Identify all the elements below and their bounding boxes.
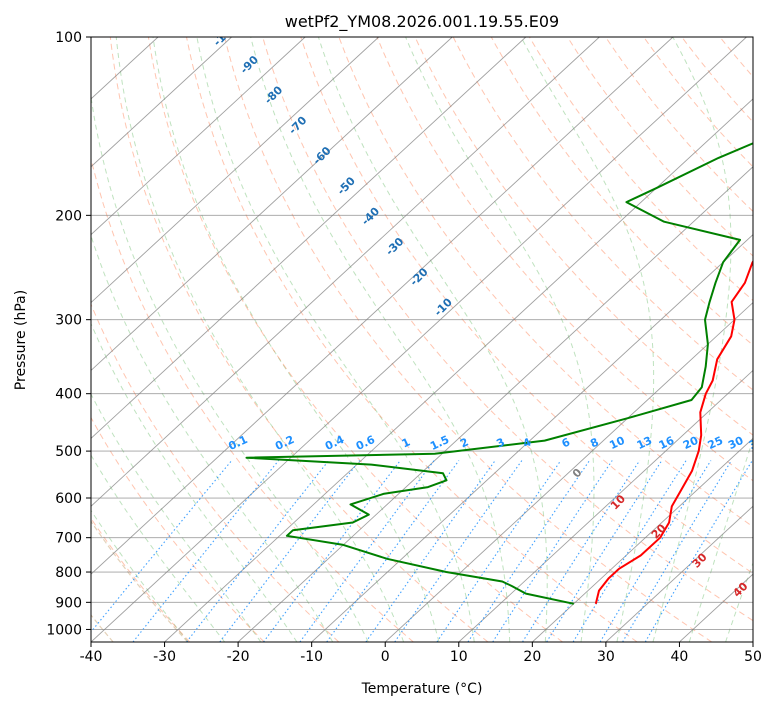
mixing-ratio-line (326, 460, 460, 642)
x-tick-label: 50 (744, 649, 762, 665)
chart-title: wetPf2_YM08.2026.001.19.55.E09 (285, 12, 559, 32)
plot-area (91, 37, 753, 642)
isotherm-line (91, 37, 674, 575)
y-tick-label: 300 (55, 313, 82, 329)
dry-adiabat-line (338, 37, 753, 528)
mixing-ratio-label: 16 (657, 434, 677, 452)
x-tick-label: 20 (523, 649, 541, 665)
x-tick-label: -20 (227, 649, 250, 665)
mixing-ratio-line (467, 460, 590, 642)
y-tick-label: 600 (55, 491, 82, 507)
x-tick-label: 10 (450, 649, 468, 665)
moist-adiabat-line (652, 37, 732, 642)
dry-adiabat-line (147, 37, 563, 642)
dry-adiabat-line (91, 416, 265, 642)
x-tick-label: 0 (381, 649, 390, 665)
y-tick-label: 500 (55, 444, 82, 460)
mixing-ratio-label: 10 (607, 434, 627, 452)
moist-adiabat-line (250, 37, 511, 642)
saturation-guide-line (91, 520, 189, 642)
x-tick-label: 40 (671, 649, 689, 665)
dry-adiabat-line (186, 37, 638, 642)
temperature-trace (594, 259, 753, 605)
plot-frame (90, 36, 754, 643)
dry-adiabat-line (224, 37, 713, 642)
isotherm-line (91, 37, 747, 642)
moist-adiabat-line (317, 37, 548, 642)
dry-adiabat-line (605, 37, 753, 213)
y-tick-label: 400 (55, 387, 82, 403)
mixing-ratio-label: 13 (635, 434, 654, 452)
isotherm-line (311, 234, 753, 642)
isotherm-line (91, 37, 380, 304)
moist-adiabat-line (115, 37, 405, 642)
moist-adiabat-line (91, 234, 334, 642)
isotherm-line (91, 37, 232, 168)
x-tick-label: -10 (300, 649, 323, 665)
dry-adiabat-line (262, 37, 753, 622)
dry-adiabat-line (490, 37, 753, 346)
isotherm-line (91, 37, 527, 439)
moist-adiabat-line (91, 94, 369, 642)
dry-adiabat-line (376, 37, 753, 482)
y-tick-label: 900 (55, 595, 82, 611)
moist-adiabat-line (91, 322, 298, 642)
y-tick-label: 1000 (46, 622, 82, 638)
y-tick-label: 700 (55, 531, 82, 547)
isotherm-line (532, 437, 753, 642)
dry-adiabat-line (91, 517, 191, 642)
isotherm-line (164, 98, 753, 642)
mixing-ratio-line (492, 460, 613, 642)
x-tick-label: -30 (153, 649, 176, 665)
mixing-ratio-line (132, 460, 280, 642)
isotherm-line (384, 301, 753, 642)
moist-adiabat-line (91, 454, 226, 642)
isotherm-line (91, 37, 306, 236)
dewpoint-trace (245, 142, 753, 605)
mixing-ratio-line (263, 460, 401, 642)
mixing-ratio-line (91, 460, 233, 633)
axes: -40 -30 -20 -10 0 10 20 30 40 50 100 200 300 400 500 60… (46, 30, 762, 665)
mixing-ratio-label: 30 (726, 434, 746, 452)
mixing-ratio-line (365, 460, 496, 642)
moist-adiabat-line (520, 37, 655, 642)
mixing-ratio-line (436, 460, 562, 642)
mixing-ratio-label: 20 (681, 434, 701, 452)
isotherm-line (237, 166, 753, 642)
isotherm-line (91, 37, 600, 507)
isotherm-line (605, 505, 753, 642)
isotherm-line (91, 37, 453, 372)
x-tick-label: -40 (80, 649, 103, 665)
moist-adiabat-line (152, 37, 440, 642)
mixing-ratio-line (622, 460, 732, 642)
mixing-ratio-line (394, 460, 523, 642)
dry-adiabat-line (414, 37, 753, 436)
y-tick-label: 800 (55, 565, 82, 581)
mixing-ratio-label: 25 (706, 434, 725, 452)
y-tick-label: 100 (55, 30, 82, 46)
dry-adiabat-line (91, 303, 340, 642)
moist-adiabat-line (91, 393, 262, 642)
isotherm-line (458, 369, 753, 642)
dry-adiabat-label: -100 (211, 20, 240, 49)
y-tick-label: 200 (55, 208, 82, 224)
moist-adiabat-line (688, 437, 753, 642)
y-axis-label: Pressure (hPa) (13, 290, 29, 390)
x-axis-label: Temperature (°C) (361, 681, 483, 697)
dry-adiabat-line (300, 37, 753, 574)
mixing-ratio-line (644, 460, 753, 642)
mixing-ratio-line (599, 460, 712, 642)
dry-adiabat-line (567, 37, 753, 257)
x-tick-label: 30 (597, 649, 615, 665)
mixing-ratio-label: 36 (747, 434, 767, 452)
